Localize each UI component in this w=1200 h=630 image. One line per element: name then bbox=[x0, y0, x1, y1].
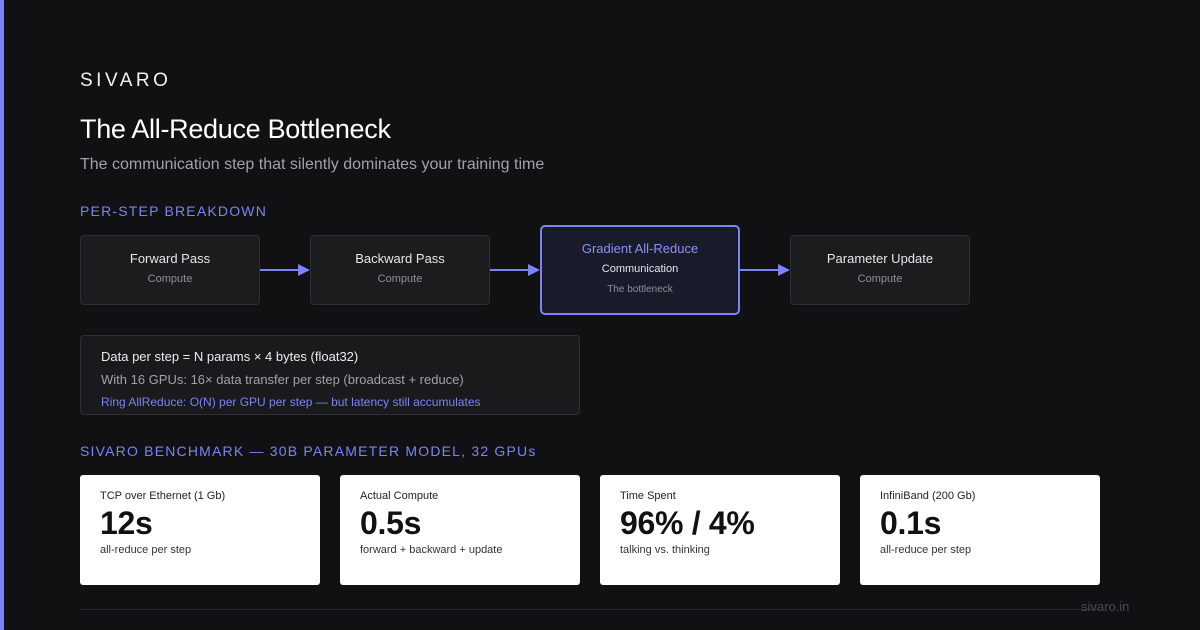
step-kind: Compute bbox=[857, 273, 903, 285]
card-value: 0.5s bbox=[360, 505, 422, 541]
card-label: Actual Compute bbox=[360, 490, 439, 502]
page-subtitle: The communication step that silently dom… bbox=[80, 156, 545, 173]
step-kind: Communication bbox=[601, 263, 679, 275]
benchmark-card-time-spent: Time Spent 96% / 4% talking vs. thinking bbox=[600, 475, 840, 585]
benchmark-section-label: SIVARO BENCHMARK — 30B PARAMETER MODEL, … bbox=[80, 443, 537, 459]
step-kind: Compute bbox=[377, 273, 423, 285]
card-label: InfiniBand (200 Gb) bbox=[880, 490, 976, 502]
footer-url: sivaro.in bbox=[1081, 599, 1130, 614]
data-info-box: Data per step = N params × 4 bytes (floa… bbox=[80, 335, 580, 415]
step-backward-pass: Backward Pass Compute bbox=[310, 235, 490, 305]
info-line-ring-allreduce: Ring AllReduce: O(N) per GPU per step — … bbox=[101, 395, 481, 409]
info-line-data-per-step: Data per step = N params × 4 bytes (floa… bbox=[101, 349, 359, 364]
step-gradient-all-reduce: Gradient All-Reduce Communication The bo… bbox=[540, 225, 740, 315]
brand-logo: SIVARO bbox=[80, 70, 172, 91]
step-parameter-update: Parameter Update Compute bbox=[790, 235, 970, 305]
accent-bar bbox=[0, 0, 4, 630]
step-name: Parameter Update bbox=[826, 251, 934, 266]
info-line-gpu-transfer: With 16 GPUs: 16× data transfer per step… bbox=[101, 372, 464, 387]
step-name: Backward Pass bbox=[355, 251, 445, 266]
step-note: The bottleneck bbox=[607, 284, 673, 295]
arrowhead-allreduce-to-update bbox=[778, 264, 790, 276]
benchmark-card-tcp: TCP over Ethernet (1 Gb) 12s all-reduce … bbox=[80, 475, 320, 585]
card-label: TCP over Ethernet (1 Gb) bbox=[100, 490, 226, 502]
card-value: 12s bbox=[100, 505, 153, 541]
card-sub: forward + backward + update bbox=[360, 544, 503, 556]
step-name: Gradient All-Reduce bbox=[581, 241, 699, 256]
card-label: Time Spent bbox=[620, 490, 676, 502]
card-sub: all-reduce per step bbox=[100, 544, 192, 556]
card-sub: all-reduce per step bbox=[880, 544, 972, 556]
footer-divider bbox=[80, 609, 1100, 610]
benchmark-card-compute: Actual Compute 0.5s forward + backward +… bbox=[340, 475, 580, 585]
page-title: The All-Reduce Bottleneck bbox=[80, 114, 391, 144]
arrowhead-backward-to-allreduce bbox=[528, 264, 540, 276]
arrowhead-forward-to-backward bbox=[298, 264, 310, 276]
step-forward-pass: Forward Pass Compute bbox=[80, 235, 260, 305]
card-sub: talking vs. thinking bbox=[620, 544, 710, 556]
step-name: Forward Pass bbox=[129, 251, 211, 266]
card-value: 96% / 4% bbox=[620, 505, 755, 541]
card-value: 0.1s bbox=[880, 505, 942, 541]
step-kind: Compute bbox=[147, 273, 193, 285]
benchmark-card-infiniband: InfiniBand (200 Gb) 0.1s all-reduce per … bbox=[860, 475, 1100, 585]
breakdown-section-label: PER-STEP BREAKDOWN bbox=[80, 203, 268, 219]
